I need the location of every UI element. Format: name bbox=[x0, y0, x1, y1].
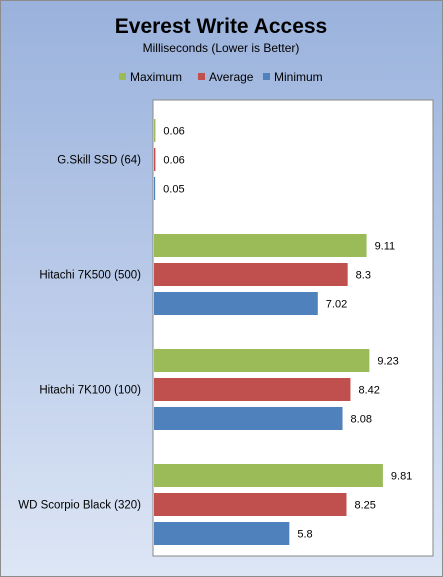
data-label: 0.06 bbox=[163, 126, 184, 138]
category-label: Hitachi 7K100 (100) bbox=[39, 385, 141, 397]
bar-minimum bbox=[154, 177, 156, 200]
chart-subtitle: Milliseconds (Lower is Better) bbox=[143, 41, 300, 55]
data-label: 0.06 bbox=[163, 155, 184, 167]
data-label: 7.02 bbox=[326, 299, 347, 311]
data-label: 8.25 bbox=[355, 500, 376, 512]
legend-swatch-average bbox=[198, 73, 205, 80]
bar-average bbox=[154, 263, 348, 286]
legend-label-minimum: Minimum bbox=[274, 70, 323, 84]
bar-maximum bbox=[154, 349, 370, 372]
bar-average bbox=[154, 148, 156, 171]
category-labels: G.Skill SSD (64) Hitachi 7K500 (500) Hitac… bbox=[18, 155, 141, 512]
data-label: 9.81 bbox=[391, 471, 412, 483]
legend-label-average: Average bbox=[209, 70, 254, 84]
category-label: G.Skill SSD (64) bbox=[57, 155, 141, 167]
data-label: 8.08 bbox=[351, 414, 372, 426]
legend-label-maximum: Maximum bbox=[130, 70, 182, 84]
chart-title: Everest Write Access bbox=[115, 15, 327, 38]
legend-swatch-maximum bbox=[119, 73, 126, 80]
data-label: 9.11 bbox=[375, 241, 396, 253]
bar-maximum bbox=[154, 234, 367, 257]
legend-swatch-minimum bbox=[263, 73, 270, 80]
plot-area bbox=[152, 99, 434, 557]
bar-minimum bbox=[154, 292, 318, 315]
category-label: WD Scorpio Black (320) bbox=[18, 500, 141, 512]
bar-average bbox=[154, 493, 347, 516]
data-label: 9.23 bbox=[377, 356, 398, 368]
bar-minimum bbox=[154, 407, 343, 430]
bar-average bbox=[154, 378, 351, 401]
bar-minimum bbox=[154, 522, 290, 545]
bar-maximum bbox=[154, 464, 383, 487]
data-label: 0.05 bbox=[163, 184, 184, 196]
data-label: 5.8 bbox=[297, 529, 312, 541]
bars: 0.06 0.06 0.05 9.11 8.3 7.02 9.23 8.42 8.08 9.81 8… bbox=[154, 119, 412, 545]
bar-maximum bbox=[154, 119, 156, 142]
data-label: 8.42 bbox=[358, 385, 379, 397]
legend: Maximum Average Minimum bbox=[119, 70, 323, 84]
data-label: 8.3 bbox=[356, 270, 371, 282]
category-label: Hitachi 7K500 (500) bbox=[39, 270, 141, 282]
